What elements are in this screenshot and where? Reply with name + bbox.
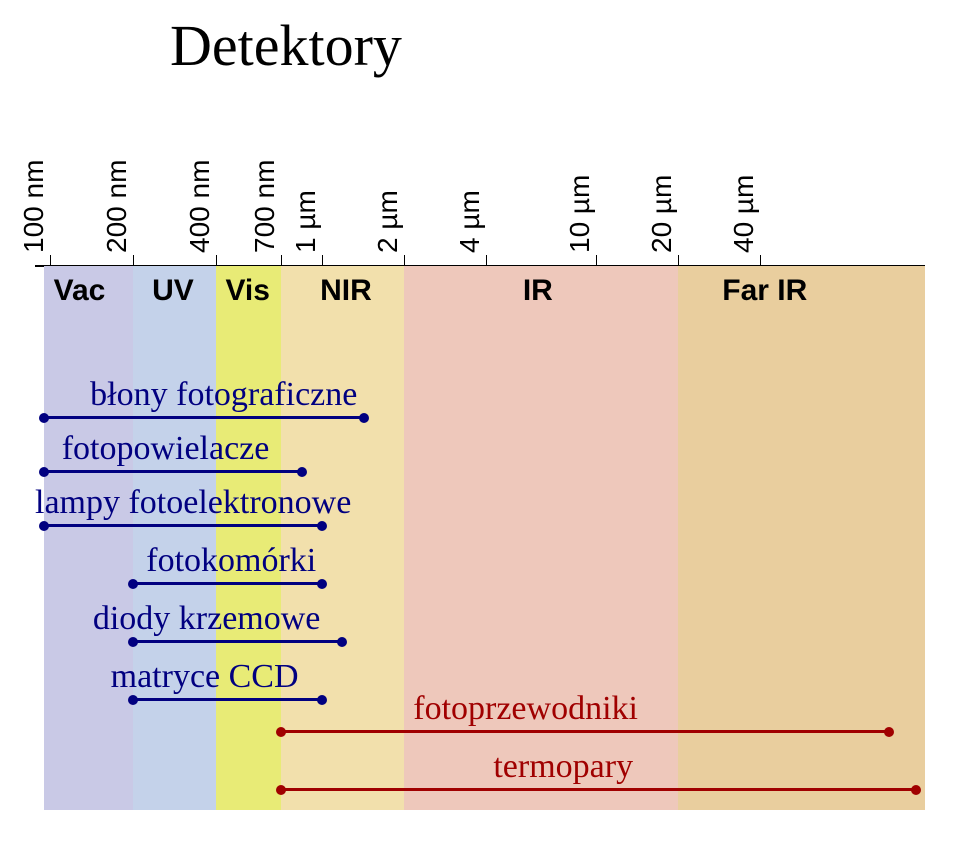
spectrum-band <box>281 266 405 810</box>
axis-tick-mark <box>216 255 217 265</box>
detector-range-line <box>44 470 302 473</box>
tick-row: 100 nm200 nm400 nm700 nm1 µm2 µm4 µm10 µ… <box>35 110 925 265</box>
detector-label: diody krzemowe <box>93 600 321 638</box>
spectrum-band-label: IR <box>523 274 553 308</box>
spectrum-band-label: UV <box>152 274 194 308</box>
spectrum-band <box>216 266 281 810</box>
axis-tick-label: 1 µm <box>290 190 322 253</box>
detector-range-endpoint <box>317 695 327 705</box>
axis-tick-label: 400 nm <box>184 160 216 253</box>
detector-range-line <box>133 698 323 701</box>
spectrum-band <box>44 266 133 810</box>
detector-range-endpoint <box>128 695 138 705</box>
spectrum-band-label: NIR <box>320 274 372 308</box>
axis-tick-mark <box>486 255 487 265</box>
detector-range-line <box>44 524 323 527</box>
axis-tick-label: 2 µm <box>372 190 404 253</box>
detector-label: fotopowielacze <box>62 430 270 468</box>
axis-tick-mark <box>596 255 597 265</box>
detector-range-line <box>133 640 342 643</box>
detector-range-line <box>133 582 323 585</box>
detector-label: fotokomórki <box>146 542 316 580</box>
axis-tick-mark <box>760 255 761 265</box>
detector-range-endpoint <box>276 785 286 795</box>
detector-label: matryce CCD <box>111 658 299 696</box>
axis-tick-mark <box>322 255 323 265</box>
axis-tick-label: 200 nm <box>101 160 133 253</box>
page-title: Detektory <box>170 12 402 79</box>
detector-range-endpoint <box>297 467 307 477</box>
detector-range-endpoint <box>276 727 286 737</box>
detector-label: błony fotograficzne <box>90 376 357 414</box>
spectrum-band-label: Far IR <box>722 274 807 308</box>
detector-range-endpoint <box>884 727 894 737</box>
spectrum-band <box>133 266 216 810</box>
detector-label: fotoprzewodniki <box>413 690 638 728</box>
spectrum-band-label: Vac <box>54 274 106 308</box>
detector-range-endpoint <box>128 637 138 647</box>
detector-range-endpoint <box>128 579 138 589</box>
detector-range-endpoint <box>39 413 49 423</box>
detector-range-line <box>281 788 916 791</box>
detector-range-line <box>281 730 890 733</box>
axis-tick-mark <box>404 255 405 265</box>
detector-range-endpoint <box>359 413 369 423</box>
detector-range-endpoint <box>337 637 347 647</box>
axis-tick-label: 700 nm <box>249 160 281 253</box>
axis-tick-mark <box>50 255 51 265</box>
detector-range-endpoint <box>317 579 327 589</box>
spectrum-chart: 100 nm200 nm400 nm700 nm1 µm2 µm4 µm10 µ… <box>35 110 925 810</box>
detector-range-endpoint <box>317 521 327 531</box>
axis-tick-label: 10 µm <box>564 175 596 253</box>
band-row: Vac UV Vis NIR IR Far IR <box>35 266 925 810</box>
detector-label: termopary <box>493 748 633 786</box>
detector-range-line <box>44 416 364 419</box>
axis-tick-label: 4 µm <box>454 190 486 253</box>
detector-range-endpoint <box>39 467 49 477</box>
axis-tick-mark <box>133 255 134 265</box>
axis-tick-mark <box>281 255 282 265</box>
axis-tick-mark <box>678 255 679 265</box>
detector-range-endpoint <box>911 785 921 795</box>
spectrum-band <box>404 266 677 810</box>
detector-label: lampy fotoelektronowe <box>35 484 351 522</box>
axis-tick-label: 40 µm <box>728 175 760 253</box>
spectrum-band-label: Vis <box>225 274 270 308</box>
detector-range-endpoint <box>39 521 49 531</box>
axis-tick-label: 20 µm <box>646 175 678 253</box>
axis-tick-label: 100 nm <box>18 160 50 253</box>
